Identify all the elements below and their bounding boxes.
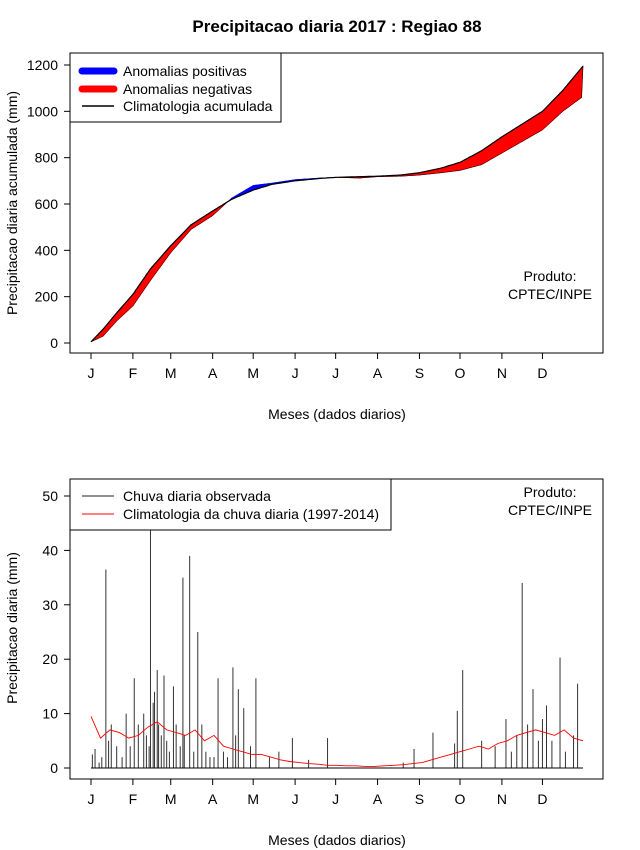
x-tick-label: J [88,791,95,807]
x-tick-label: A [373,791,383,807]
y-tick-label: 0 [50,335,58,351]
x-tick-label: J [332,365,339,381]
product-label: Produto: [524,268,577,284]
x-tick-label: A [373,365,383,381]
y-tick-label: 0 [50,760,58,776]
x-tick-label: J [332,791,339,807]
y-tick-label: 800 [35,150,59,166]
legend: Anomalias positivas Anomalias negativas … [69,52,282,123]
x-tick-label: N [497,791,507,807]
y-tick-label: 600 [35,196,59,212]
x-tick-label: M [165,791,177,807]
x-tick-label: S [415,791,424,807]
y-tick-label: 40 [42,542,58,558]
product-source: CPTEC/INPE [508,502,592,518]
legend-label-climatology: Climatologia acumulada [123,98,273,114]
legend: Chuva diaria observada Climatologia da c… [69,478,392,531]
observed-daily-bars [91,528,579,768]
x-tick-label: O [455,365,466,381]
x-tick-label: M [247,365,259,381]
legend-label-climatology: Climatologia da chuva diaria (1997-2014) [123,506,379,522]
x-tick-label: D [537,365,547,381]
x-tick-label: A [208,365,218,381]
daily-panel: 0 10 20 30 40 50 J F M A M J J A S O N D Meses (dados di… [4,478,604,848]
cumulative-panel: 0 200 400 600 800 1000 1200 J F M A M J J A S O N D Meses… [4,52,604,422]
x-axis-label: Meses (dados diarios) [268,406,406,422]
y-tick-label: 200 [35,289,59,305]
x-tick-label: M [247,791,259,807]
y-tick-label: 50 [42,488,58,504]
y-axis-label: Precipitacao diaria (mm) [4,552,20,704]
x-tick-label: M [165,365,177,381]
x-tick-label: J [292,365,299,381]
x-tick-label: F [129,365,138,381]
legend-label-observed: Chuva diaria observada [123,488,271,504]
x-tick-label: J [88,365,95,381]
y-tick-label: 20 [42,651,58,667]
product-source: CPTEC/INPE [508,286,592,302]
y-axis-ticks: 0 200 400 600 800 1000 1200 [27,57,71,351]
x-tick-label: S [415,365,424,381]
legend-label-positive: Anomalias positivas [123,63,247,79]
chart-title: Precipitacao diaria 2017 : Regiao 88 [192,17,481,36]
legend-box [69,478,392,531]
y-axis-ticks: 0 10 20 30 40 50 [42,488,71,776]
legend-label-negative: Anomalias negativas [123,81,252,97]
positive-anomaly-band [227,177,332,203]
x-tick-label: F [129,791,138,807]
x-tick-label: D [537,791,547,807]
x-tick-label: J [292,791,299,807]
y-tick-label: 10 [42,706,58,722]
y-tick-label: 400 [35,242,59,258]
x-tick-label: A [208,791,218,807]
climatology-cumulative-line [90,65,584,343]
y-tick-label: 1200 [27,57,58,73]
y-tick-label: 30 [42,597,58,613]
y-tick-label: 1000 [27,103,58,119]
legend-box [69,52,282,123]
product-label: Produto: [524,484,577,500]
x-tick-label: O [455,791,466,807]
x-axis-label: Meses (dados diarios) [268,832,406,848]
x-tick-label: N [497,365,507,381]
climatology-daily-line [90,716,584,767]
y-axis-label: Precipitacao diaria acumulada (mm) [4,91,20,315]
